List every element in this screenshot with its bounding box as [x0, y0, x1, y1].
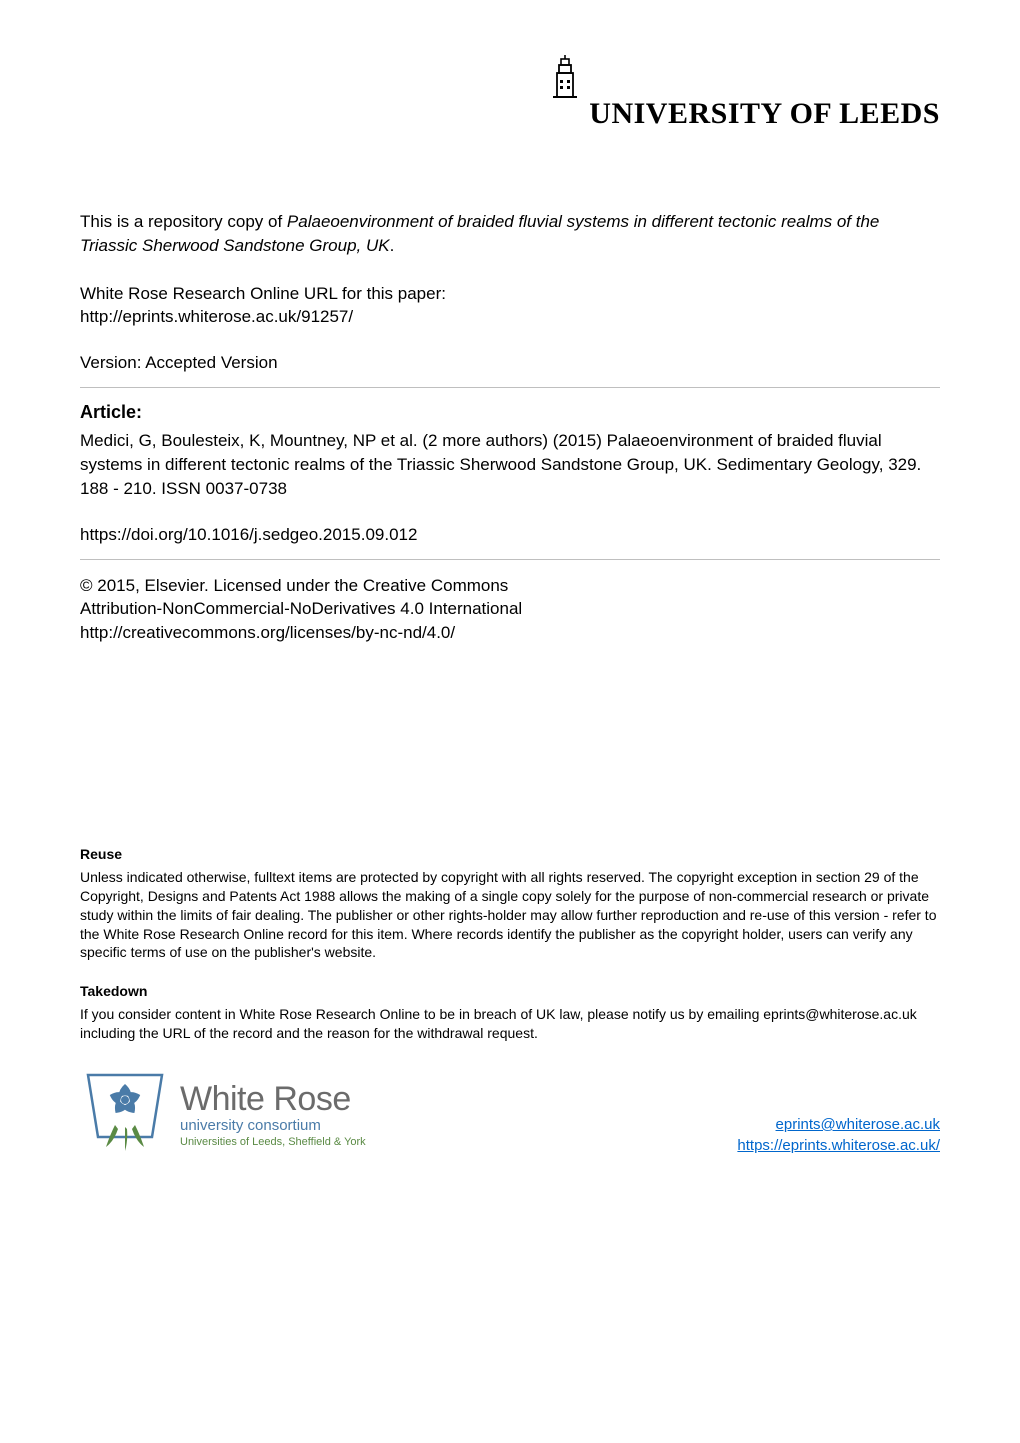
footer-text-block: White Rose university consortium Univers…: [180, 1080, 366, 1148]
leeds-tower-icon: [551, 55, 579, 104]
repo-prefix: This is a repository copy of: [80, 212, 287, 231]
article-heading: Article:: [80, 402, 940, 423]
article-citation: Medici, G, Boulesteix, K, Mountney, NP e…: [80, 429, 940, 500]
license-block: © 2015, Elsevier. Licensed under the Cre…: [80, 574, 940, 645]
paper-url: http://eprints.whiterose.ac.uk/91257/: [80, 307, 353, 326]
takedown-text: If you consider content in White Rose Re…: [80, 1005, 940, 1043]
university-logo: UNIVERSITY OF LEEDS: [551, 55, 940, 131]
footer: White Rose university consortium Univers…: [80, 1067, 940, 1162]
reuse-heading: Reuse: [80, 845, 940, 864]
divider-top: [80, 387, 940, 388]
url-section: White Rose Research Online URL for this …: [80, 282, 940, 330]
license-line2: Attribution-NonCommercial-NoDerivatives …: [80, 599, 522, 618]
url-label: White Rose Research Online URL for this …: [80, 284, 446, 303]
license-line1: © 2015, Elsevier. Licensed under the Cre…: [80, 576, 508, 595]
footer-subtitle: university consortium: [180, 1117, 366, 1134]
footer-logo: White Rose university consortium Univers…: [80, 1067, 366, 1162]
article-doi: https://doi.org/10.1016/j.sedgeo.2015.09…: [80, 525, 940, 545]
footer-title: White Rose: [180, 1080, 366, 1119]
license-line3: http://creativecommons.org/licenses/by-n…: [80, 623, 455, 642]
logo-text: UNIVERSITY OF LEEDS: [589, 97, 940, 130]
footer-tagline: Universities of Leeds, Sheffield & York: [180, 1136, 366, 1148]
reuse-block: Reuse Unless indicated otherwise, fullte…: [80, 845, 940, 962]
takedown-heading: Takedown: [80, 982, 940, 1001]
rose-icon: [80, 1067, 170, 1162]
reuse-text: Unless indicated otherwise, fulltext ite…: [80, 868, 940, 962]
takedown-block: Takedown If you consider content in Whit…: [80, 982, 940, 1043]
repository-statement: This is a repository copy of Palaeoenvir…: [80, 210, 940, 258]
footer-email-link[interactable]: eprints@whiterose.ac.uk: [776, 1116, 940, 1133]
divider-bottom: [80, 559, 940, 560]
main-content: This is a repository copy of Palaeoenvir…: [80, 210, 940, 1162]
footer-site-link[interactable]: https://eprints.whiterose.ac.uk/: [737, 1137, 940, 1154]
footer-links: eprints@whiterose.ac.uk https://eprints.…: [737, 1114, 940, 1162]
repo-suffix: .: [390, 236, 395, 255]
version-label: Version: Accepted Version: [80, 353, 940, 373]
